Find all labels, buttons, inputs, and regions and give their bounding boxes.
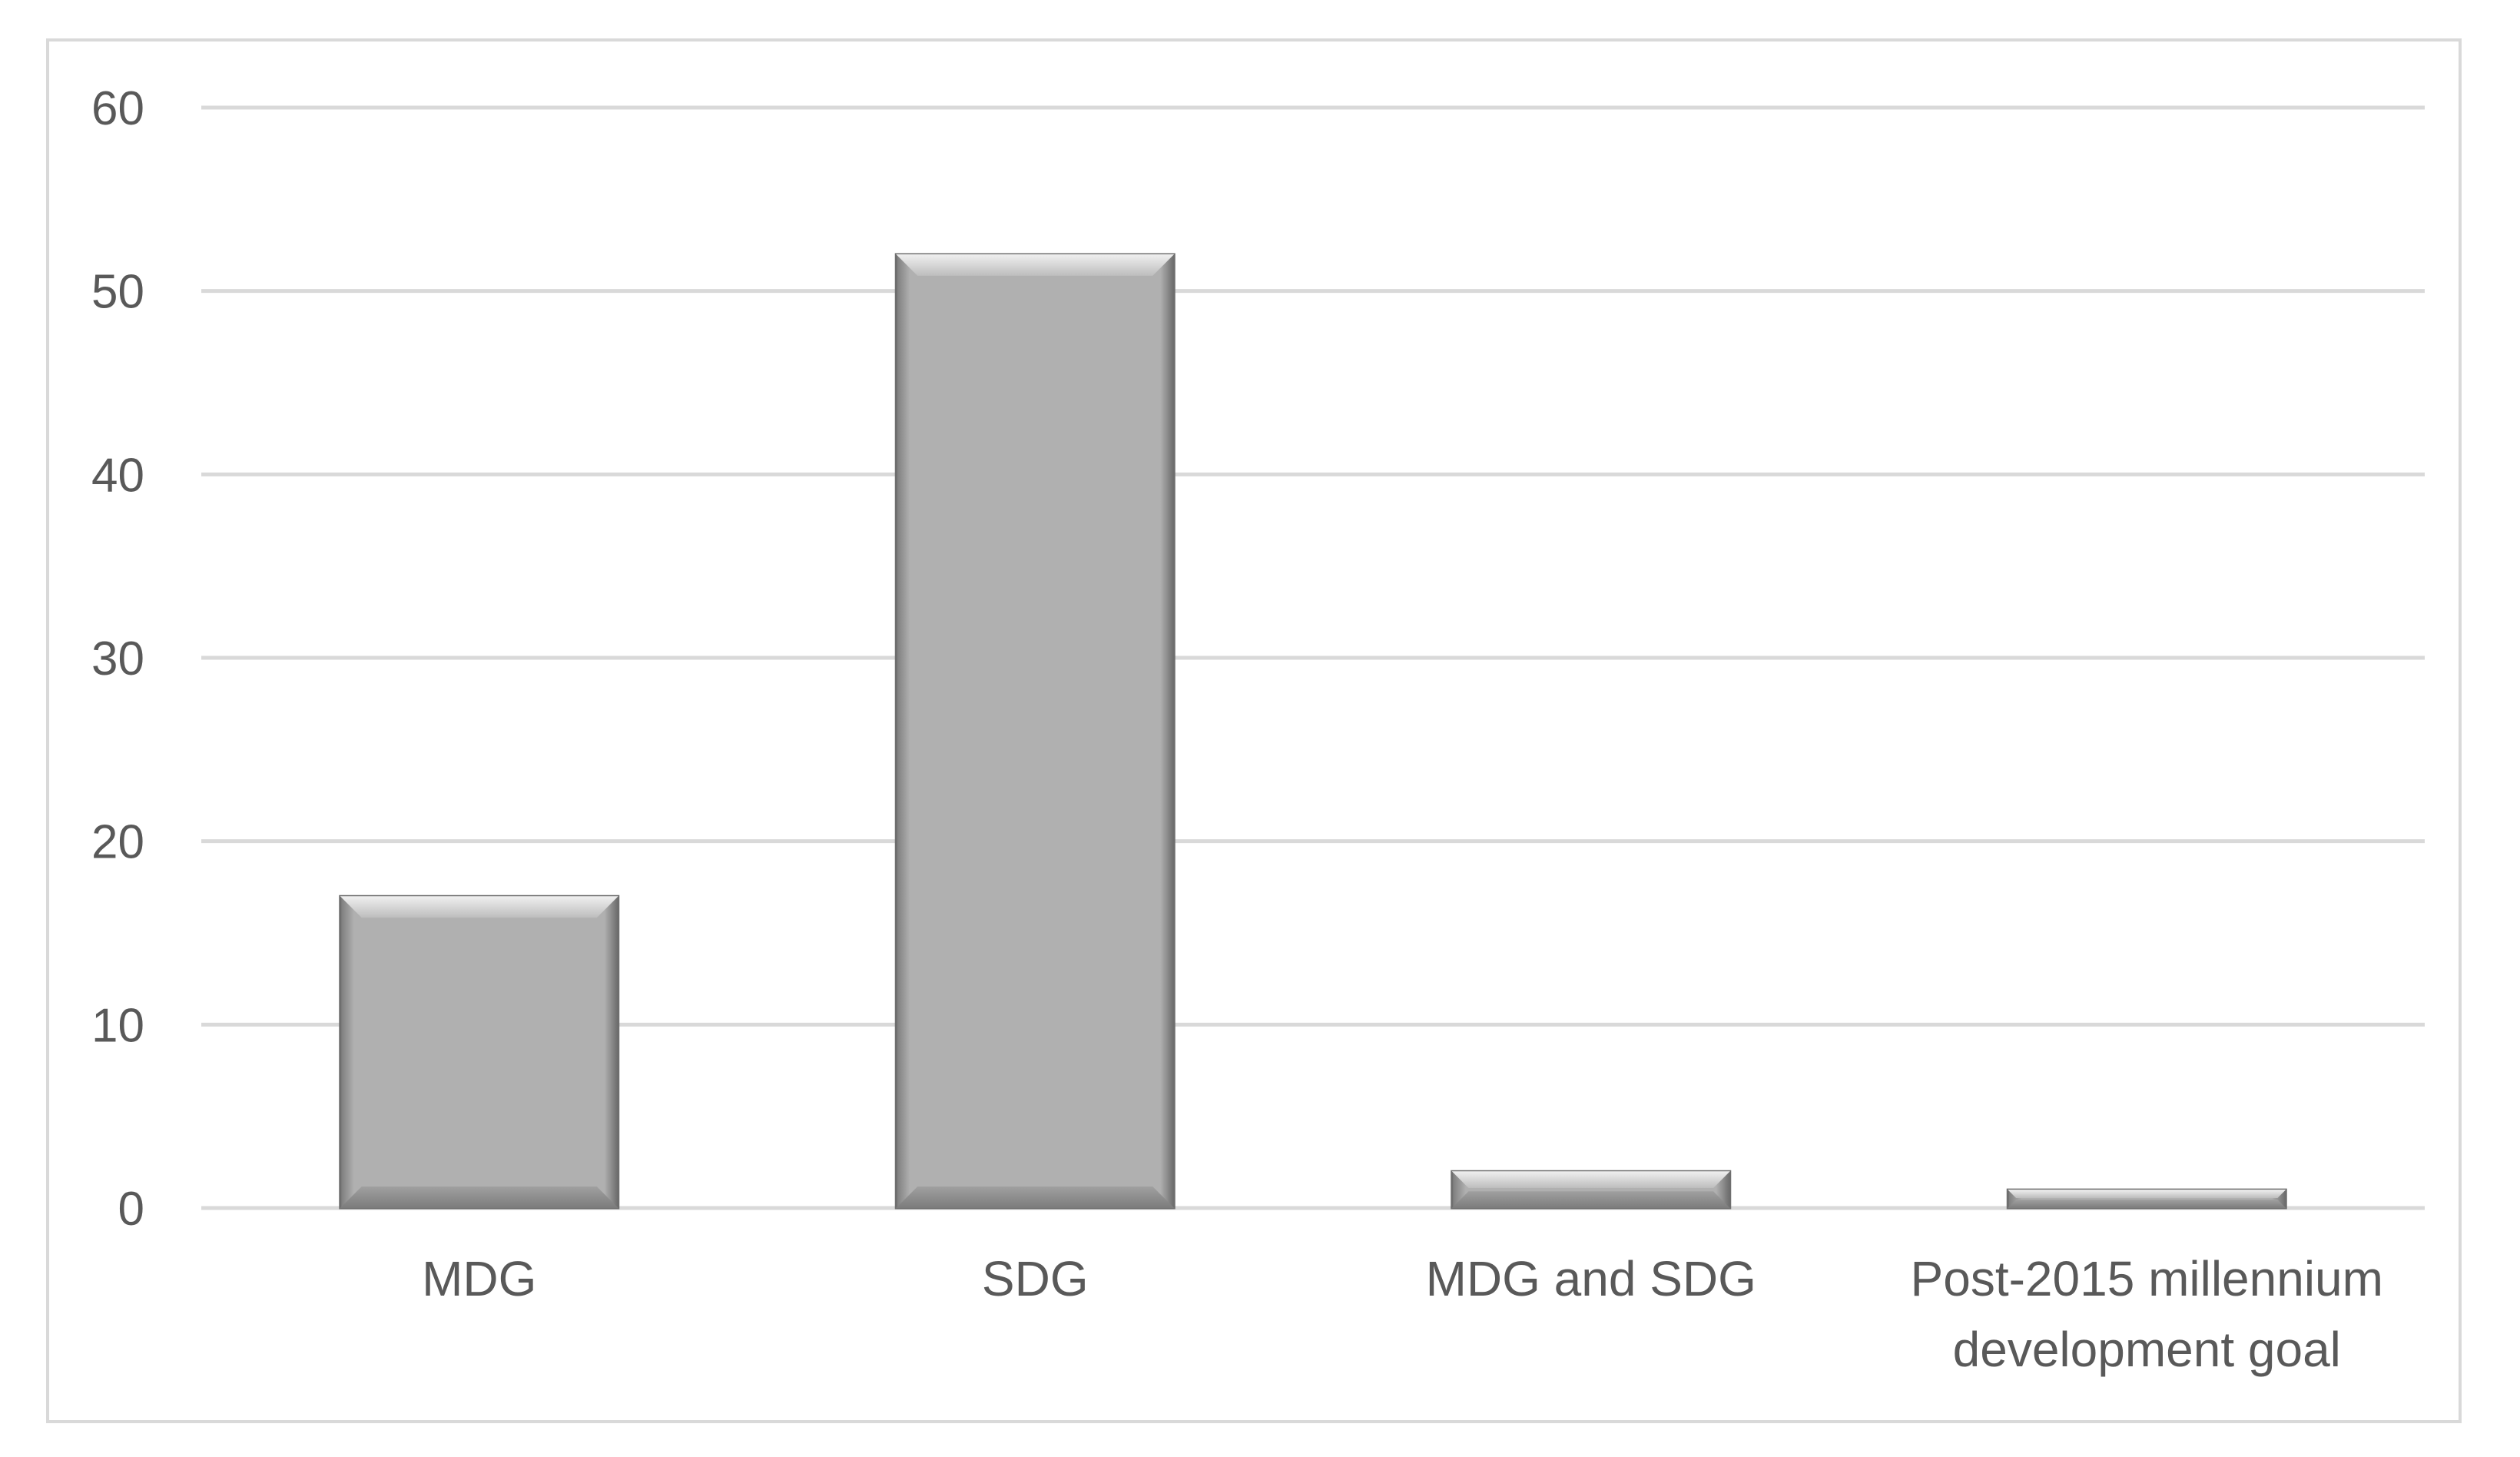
bar-post-2015-millennium-development-goal: [2006, 1188, 2287, 1210]
bar-mdg: [339, 894, 620, 1210]
x-category-label: Post-2015 millennium: [1911, 1251, 2383, 1306]
y-tick-label: 50: [91, 266, 144, 319]
bar-sdg: [894, 253, 1175, 1210]
bars: [339, 253, 2287, 1210]
y-tick-label: 20: [91, 816, 144, 869]
y-tick-label: 30: [91, 632, 144, 685]
x-category-label: development goal: [1953, 1322, 2341, 1377]
bar-mdg-and-sdg: [1451, 1170, 1732, 1210]
x-axis-labels: MDG SDG MDG and SDG Post-2015 millennium dev…: [422, 1251, 2383, 1377]
y-tick-label: 10: [91, 999, 144, 1052]
bar-body: [339, 894, 620, 1210]
x-category-label: MDG: [422, 1251, 536, 1306]
bar-top-bevel: [896, 254, 1175, 276]
y-tick-label: 60: [91, 82, 144, 135]
y-tick-label: 40: [91, 449, 144, 502]
bar-body: [894, 253, 1175, 1210]
bar-bottom-bevel: [2008, 1200, 2286, 1208]
y-tick-label: 0: [118, 1183, 144, 1236]
bar-top-bevel: [340, 896, 618, 918]
bar-top-bevel: [1451, 1171, 1730, 1188]
bar-bottom-bevel: [340, 1187, 618, 1208]
bar-bottom-bevel: [1451, 1191, 1730, 1208]
bar-bottom-bevel: [896, 1187, 1175, 1208]
bar-top-bevel: [2008, 1190, 2286, 1198]
y-axis-ticks: 0 10 20 30 40 50 60: [91, 82, 144, 1236]
x-category-label: MDG and SDG: [1426, 1251, 1756, 1306]
x-category-label: SDG: [982, 1251, 1089, 1306]
